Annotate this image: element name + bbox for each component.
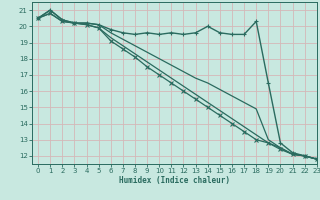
X-axis label: Humidex (Indice chaleur): Humidex (Indice chaleur) [119, 176, 230, 185]
